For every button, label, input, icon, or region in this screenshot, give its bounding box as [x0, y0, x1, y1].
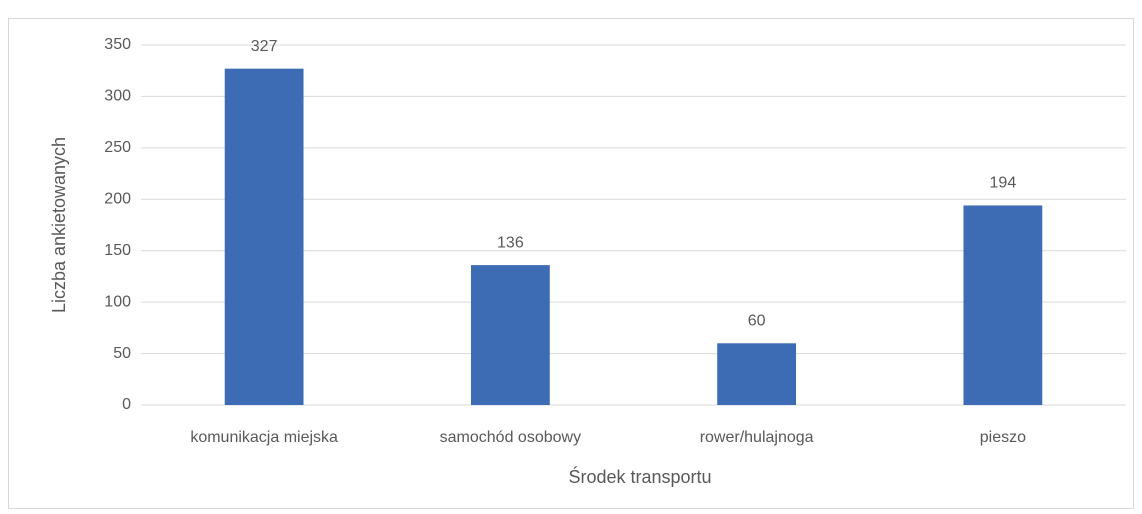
bar — [717, 343, 797, 405]
x-tick-label: pieszo — [980, 429, 1026, 446]
bar — [470, 265, 550, 405]
y-tick-label: 0 — [122, 396, 131, 413]
y-tick-label: 350 — [104, 36, 131, 53]
x-tick-label: samochód osobowy — [440, 429, 581, 446]
chart-border — [8, 18, 1134, 509]
y-tick-label: 150 — [104, 242, 131, 259]
y-tick-label: 300 — [104, 88, 131, 105]
y-axis-title: Liczba ankietowanych — [49, 137, 69, 313]
x-tick-label: rower/hulajnoga — [700, 429, 814, 446]
data-label: 194 — [990, 175, 1017, 192]
y-tick-label: 250 — [104, 139, 131, 156]
data-label: 60 — [748, 313, 766, 330]
data-label: 327 — [251, 38, 278, 55]
bar — [963, 205, 1043, 405]
x-axis-title: Środek transportu — [568, 466, 711, 487]
y-tick-label: 200 — [104, 191, 131, 208]
bar — [224, 68, 304, 406]
y-tick-label: 100 — [104, 293, 131, 310]
data-label: 136 — [497, 234, 524, 251]
y-tick-label: 50 — [113, 345, 131, 362]
x-tick-label: komunikacja miejska — [190, 429, 338, 446]
